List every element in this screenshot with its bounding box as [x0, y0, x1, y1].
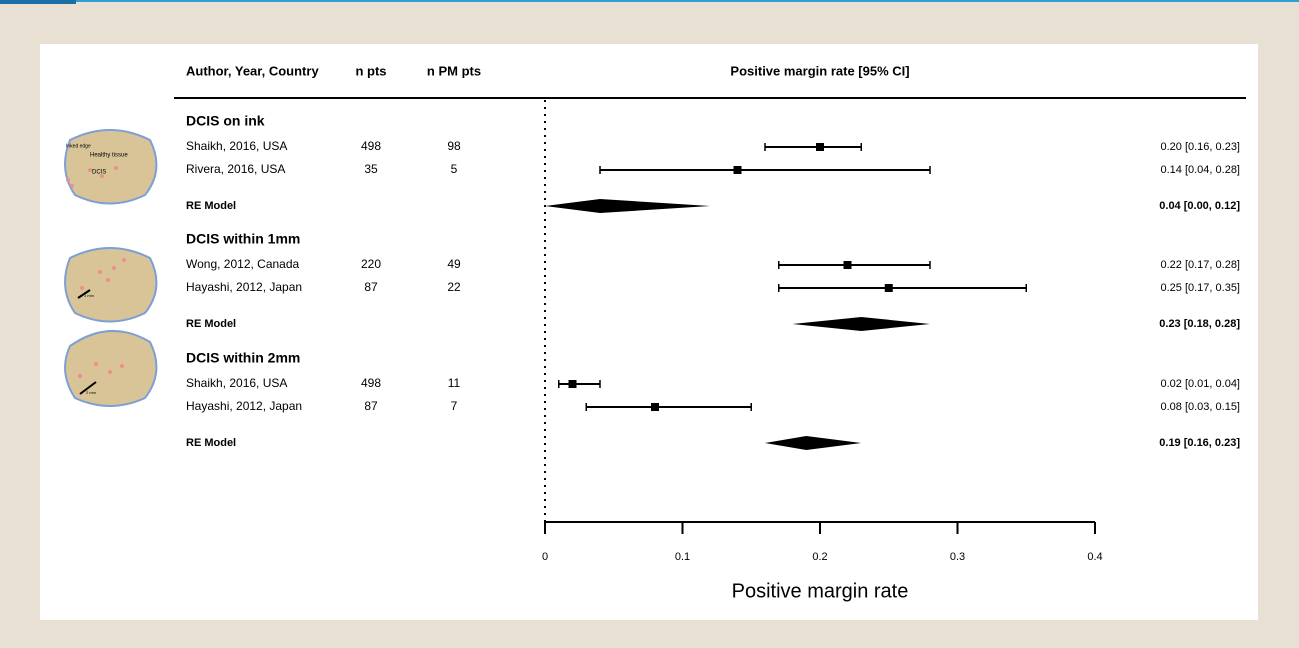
illustration-label: 1 mm	[84, 293, 95, 298]
model-label: RE Model	[186, 437, 236, 449]
point-estimate	[651, 403, 659, 411]
n-pm-pts: 7	[451, 399, 458, 413]
column-header: n pts	[355, 63, 386, 78]
dot	[112, 266, 116, 270]
study-label: Rivera, 2016, USA	[186, 162, 285, 176]
n-pts: 498	[361, 376, 381, 390]
x-tick-label: 0.1	[675, 551, 690, 563]
column-header: Author, Year, Country	[186, 63, 319, 78]
illustration	[65, 130, 156, 204]
point-estimate	[569, 380, 577, 388]
study-label: Shaikh, 2016, USA	[186, 376, 287, 390]
dot	[106, 278, 110, 282]
n-pts: 220	[361, 257, 381, 271]
page: {"chart_data": { "type": "forest", "colu…	[0, 0, 1299, 648]
value-label: 0.25 [0.17, 0.35]	[1160, 282, 1240, 294]
model-label: RE Model	[186, 200, 236, 212]
illustration-label: DCIS	[92, 170, 106, 176]
x-tick-label: 0	[542, 551, 548, 563]
value-label: 0.14 [0.04, 0.28]	[1160, 164, 1240, 176]
dot	[120, 364, 124, 368]
study-label: Hayashi, 2012, Japan	[186, 399, 302, 413]
top-rule	[0, 0, 1299, 2]
point-estimate	[734, 166, 742, 174]
panel	[40, 44, 1258, 620]
n-pts: 35	[364, 162, 378, 176]
x-tick-label: 0.4	[1087, 551, 1102, 563]
n-pts: 87	[364, 280, 378, 294]
n-pts: 87	[364, 399, 378, 413]
point-estimate	[885, 284, 893, 292]
model-label: RE Model	[186, 318, 236, 330]
chart: Author, Year, Country n pts n PM pts Positi…	[0, 0, 1299, 648]
n-pm-pts: 22	[447, 280, 461, 294]
value-label: 0.22 [0.17, 0.28]	[1160, 259, 1240, 271]
dot	[98, 270, 102, 274]
value-label: 0.08 [0.03, 0.15]	[1160, 401, 1240, 413]
illustration-label: Healthy tissue	[90, 153, 128, 159]
dot	[108, 370, 112, 374]
n-pm-pts: 11	[448, 376, 461, 390]
column-header: n PM pts	[427, 63, 481, 78]
dot	[66, 178, 70, 182]
dot	[122, 258, 126, 262]
n-pts: 498	[361, 139, 381, 153]
top-rule-accent	[0, 0, 76, 4]
n-pm-pts: 49	[447, 257, 461, 271]
study-label: Shaikh, 2016, USA	[186, 139, 287, 153]
dot	[80, 286, 84, 290]
column-header: Positive margin rate [95% CI]	[730, 63, 909, 78]
dot	[78, 374, 82, 378]
study-label: Wong, 2012, Canada	[186, 257, 300, 271]
x-axis-title: Positive margin rate	[732, 580, 909, 602]
value-label: 0.02 [0.01, 0.04]	[1160, 378, 1240, 390]
group-title: DCIS within 2mm	[186, 350, 300, 366]
illustration	[65, 331, 156, 406]
point-estimate	[844, 261, 852, 269]
study-label: Hayashi, 2012, Japan	[186, 280, 302, 294]
n-pm-pts: 98	[447, 139, 461, 153]
illustration-label: 2 mm	[86, 390, 97, 395]
point-estimate	[816, 143, 824, 151]
group-title: DCIS within 1mm	[186, 231, 300, 247]
group-title: DCIS on ink	[186, 113, 265, 129]
model-value-label: 0.23 [0.18, 0.28]	[1159, 318, 1240, 330]
dot	[94, 362, 98, 366]
illustrations	[65, 130, 156, 406]
illustration-label: Inked edge	[66, 143, 91, 149]
illustration	[65, 248, 156, 322]
n-pm-pts: 5	[451, 162, 458, 176]
model-value-label: 0.19 [0.16, 0.23]	[1159, 437, 1240, 449]
dot	[114, 166, 118, 170]
dot	[70, 184, 74, 188]
value-label: 0.20 [0.16, 0.23]	[1160, 141, 1240, 153]
x-tick-label: 0.2	[812, 551, 827, 563]
x-tick-label: 0.3	[950, 551, 965, 563]
model-value-label: 0.04 [0.00, 0.12]	[1159, 200, 1240, 212]
